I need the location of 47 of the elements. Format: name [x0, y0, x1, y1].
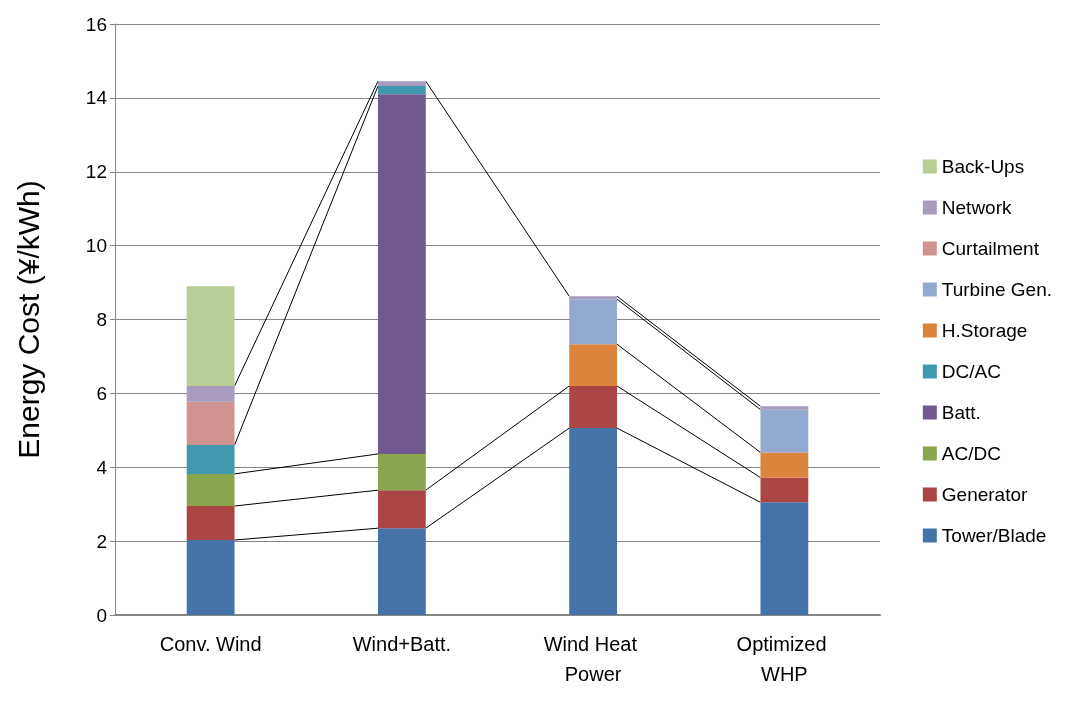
- legend-label: Curtailment: [941, 238, 1040, 259]
- y-tick-label: 16: [85, 13, 107, 35]
- legend-label: Batt.: [941, 402, 981, 423]
- bar: [760, 452, 809, 478]
- bar: [760, 502, 809, 615]
- legend-label: Tower/Blade: [941, 525, 1047, 546]
- legend-label: Network: [941, 197, 1012, 218]
- bar: [186, 540, 235, 615]
- bar: [569, 296, 618, 300]
- x-tick-label: Wind Heat Power: [543, 633, 643, 685]
- y-tick-label: 14: [85, 87, 108, 109]
- bar: [186, 286, 235, 386]
- bar: [377, 453, 426, 491]
- x-tick-label: Conv. Wind: [159, 633, 262, 655]
- bar: [186, 445, 235, 474]
- bar: [760, 406, 809, 410]
- bar: [186, 506, 235, 541]
- bar: [186, 401, 235, 446]
- bar: [569, 299, 618, 345]
- bar: [186, 473, 235, 507]
- bar: [377, 94, 426, 454]
- legend-label: Generator: [941, 484, 1029, 505]
- y-axis-title: Energy Cost (¥/kWh): [11, 180, 45, 459]
- legend-label: Back-Ups: [941, 156, 1025, 177]
- x-tick-label: Wind+Batt.: [352, 633, 452, 655]
- y-tick-label: 12: [85, 161, 107, 183]
- legend-label: AC/DC: [941, 443, 1001, 464]
- bar: [569, 344, 618, 386]
- y-tick-label: 8: [96, 309, 107, 330]
- x-tick-label: Optimized WHP: [736, 633, 833, 685]
- bar: [760, 409, 809, 453]
- y-tick-label: 0: [96, 604, 107, 626]
- bar: [760, 477, 809, 503]
- y-tick-label: 6: [96, 382, 107, 404]
- bar: [377, 490, 426, 529]
- legend-label: Turbine Gen.: [941, 279, 1052, 300]
- bar: [569, 385, 618, 429]
- y-tick-label: 2: [96, 530, 107, 552]
- bar: [186, 385, 235, 402]
- bar: [377, 528, 426, 615]
- bar: [377, 86, 426, 95]
- y-tick-label: 4: [96, 456, 108, 478]
- y-tick-label: 10: [85, 235, 107, 257]
- legend-label: H.Storage: [941, 320, 1028, 341]
- bar: [377, 81, 426, 87]
- legend-label: DC/AC: [941, 361, 1001, 382]
- bar: [569, 428, 618, 615]
